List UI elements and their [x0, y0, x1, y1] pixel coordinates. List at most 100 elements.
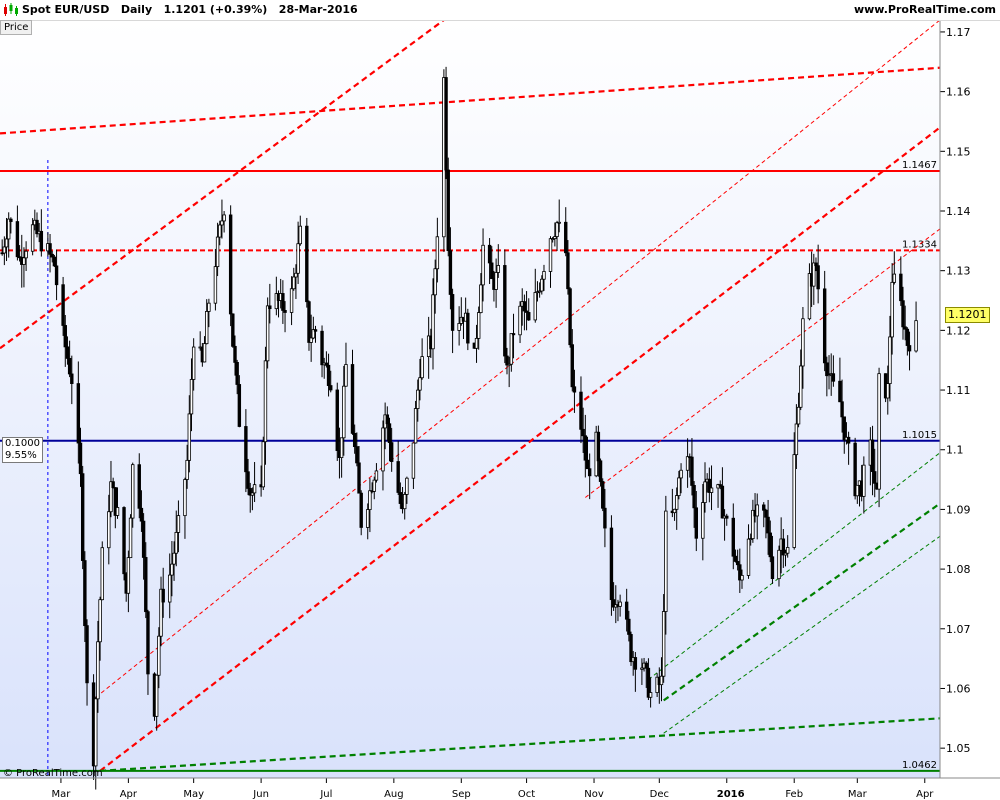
candle-body [466, 312, 470, 344]
candle-body [768, 532, 772, 558]
y-tick-label: 1.17 [946, 26, 971, 39]
candle-body [675, 495, 679, 510]
candle-body [703, 481, 707, 503]
candle-body [838, 380, 842, 403]
candle-body [268, 305, 272, 310]
y-tick-label: 1.08 [946, 563, 971, 576]
tab-price[interactable]: Price [0, 20, 33, 35]
candle-body [144, 557, 148, 613]
candle-body [307, 301, 311, 343]
candle-body [220, 220, 224, 226]
candle-body [831, 373, 836, 382]
trend-line [663, 502, 941, 702]
candle-body [215, 236, 220, 268]
candle-body [141, 520, 146, 558]
x-tick-label: Mar [848, 789, 868, 800]
candle-body [494, 272, 498, 290]
candle-body [812, 262, 816, 287]
candle-body [548, 238, 553, 272]
x-tick-label: Dec [650, 789, 669, 800]
candle-body [202, 343, 207, 363]
candle-body [418, 377, 422, 391]
candle-body [368, 490, 372, 510]
candle-body [685, 456, 690, 471]
fib-level-box: 0.1000 9.55% [2, 437, 43, 463]
candle-body [770, 556, 775, 580]
copyright: © ProRealTime.com [3, 768, 103, 779]
y-tick-label: 1.06 [946, 682, 971, 695]
candle-body [601, 481, 605, 509]
candle-body [381, 427, 385, 472]
candle-body [22, 257, 26, 265]
candle-body [564, 221, 568, 254]
candle-body [396, 461, 400, 493]
candle-body [403, 494, 407, 510]
candle-body [237, 384, 242, 427]
candle-body [411, 442, 416, 479]
candle-body [814, 262, 818, 267]
candle-body [122, 507, 126, 575]
candle-body [265, 305, 270, 362]
candle-body [640, 667, 644, 670]
y-tick-label: 1.1 [946, 444, 964, 457]
candle-body [131, 464, 135, 519]
x-tick-label: Mar [51, 789, 71, 800]
candle-body [581, 428, 585, 437]
candles-logo-icon [4, 3, 18, 16]
plot-area [0, 20, 940, 778]
candle-body [15, 221, 20, 258]
candle-body [598, 460, 603, 482]
y-axis: 1.05 1.06 1.07 1.08 1.09 1.1 1.11 1.12 1.13 1.14 1… [940, 26, 971, 755]
candle-body [222, 214, 226, 222]
candle-body [296, 243, 300, 274]
candle-body [664, 510, 668, 612]
site-link[interactable]: www.ProRealTime.com [853, 3, 996, 16]
candle-body [248, 488, 252, 496]
candle-body [690, 456, 694, 486]
trend-line [648, 452, 941, 680]
candle-body [533, 292, 537, 321]
candle-body [892, 273, 897, 283]
candle-body [481, 244, 485, 286]
candle-body [907, 345, 912, 352]
candle-body [366, 509, 370, 528]
candle-body [250, 492, 255, 496]
candle-body [540, 278, 544, 292]
candle-body [822, 288, 827, 364]
candle-body [372, 479, 376, 492]
candle-body [659, 675, 664, 686]
candle-body [274, 293, 279, 310]
candle-body [583, 435, 588, 461]
candle-body [389, 442, 394, 462]
last-price-badge: 1.1201 [945, 307, 990, 323]
candle-body [231, 313, 235, 347]
candle-body [890, 281, 894, 338]
candle-body [233, 345, 237, 363]
candle-body [899, 273, 903, 302]
candle-body [762, 504, 766, 511]
candle-body [624, 601, 629, 620]
candle-body [694, 507, 698, 539]
candle-body [766, 516, 770, 534]
candle-body [433, 268, 437, 296]
candle-body [692, 485, 696, 509]
candle-body [870, 439, 875, 472]
horizontal-levels: 1.1467 1.1334 1.1015 1.0462 [0, 160, 940, 772]
candle-body [587, 468, 592, 477]
x-tick-label: Sep [452, 789, 471, 800]
candle-body [842, 416, 846, 441]
candle-body [48, 243, 52, 255]
x-tick-label: May [183, 789, 204, 800]
candle-body [579, 391, 583, 430]
candle-body [252, 484, 257, 494]
candle-body [905, 328, 910, 346]
candle-body [557, 221, 561, 224]
candle-body [416, 389, 420, 409]
candle-body [542, 271, 546, 280]
candle-body [518, 305, 522, 336]
candle-body [796, 406, 801, 425]
candle-body [794, 423, 799, 456]
x-tick-label: Jun [252, 789, 269, 800]
x-tick-label: Jul [319, 789, 332, 800]
candle-body [477, 312, 481, 339]
